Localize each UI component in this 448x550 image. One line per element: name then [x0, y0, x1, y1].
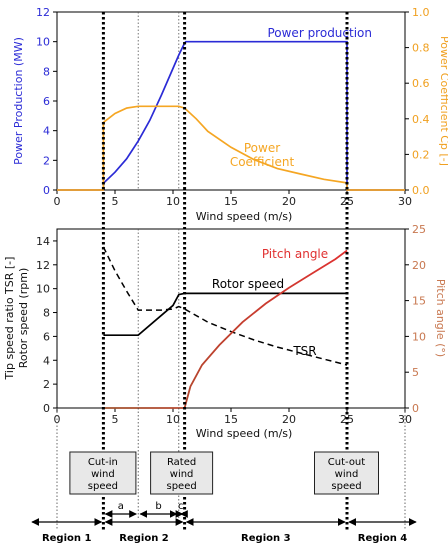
annotation-box — [150, 451, 214, 495]
y-left-axis-label: Tip speed ratio TSR [-] — [3, 257, 16, 381]
region-label: Region 4 — [358, 533, 408, 544]
annotation-box-text: wind — [170, 469, 194, 480]
power-chart: 0 5 10 15 20 25 30 0 2 4 6 8 10 12 0.0 0.2 0.4 0.6 0.8 1.0 P… — [12, 6, 448, 223]
x-tick-label: 30 — [398, 195, 412, 208]
y-left-tick-label: 0 — [43, 402, 50, 415]
region-label: Region 1 — [42, 533, 92, 544]
annotation-box-text: speed — [88, 481, 118, 492]
y-left-tick-label: 10 — [36, 36, 50, 49]
tsr-label: TSR — [292, 344, 316, 358]
y-left-tick-label: 2 — [43, 154, 50, 167]
subregion-label: a — [118, 501, 124, 512]
y-left-tick-label: 8 — [43, 65, 50, 78]
y-right-axis-label: Power Coefficient Cp [-] — [438, 36, 448, 166]
annotation-box-text: Rated — [167, 457, 196, 468]
y-right-tick-label: 10 — [412, 330, 426, 343]
x-tick-label: 10 — [166, 413, 180, 426]
y-left-tick-label: 4 — [43, 125, 50, 138]
x-tick-label: 10 — [166, 195, 180, 208]
x-tick-label: 20 — [282, 195, 296, 208]
power-coefficient-label: Coefficient — [230, 155, 295, 169]
annotation-box-text: Cut-in — [88, 457, 118, 468]
y-right-tick-label: 25 — [412, 223, 426, 236]
annotation-box-text: Cut-out — [328, 457, 365, 468]
pitch-angle-line — [103, 249, 348, 409]
power-coefficient-label: Power — [244, 141, 280, 155]
y-right-tick-label: 0.4 — [412, 113, 430, 126]
y-right-axis-label: Pitch angle (°) — [434, 279, 447, 357]
region-label: Region 2 — [119, 533, 169, 544]
y-left-tick-label: 12 — [36, 6, 50, 19]
y-right-tick-label: 0.2 — [412, 148, 430, 161]
power-production-line — [57, 40, 405, 191]
y-left-tick-label: 0 — [43, 184, 50, 197]
y-left-tick-label: 6 — [43, 330, 50, 343]
y-left-tick-label: 14 — [36, 235, 50, 248]
subregion-label: b — [155, 501, 161, 512]
x-axis-label: Wind speed (m/s) — [196, 427, 293, 440]
regions-diagram: Cut-inwindspeedRatedwindspeedCut-outwind… — [31, 12, 417, 544]
rotor-pitch-chart: 051015202530024681012140510152025Pitch a… — [3, 223, 447, 440]
y-right-tick-label: 15 — [412, 295, 426, 308]
y-right-tick-label: 5 — [412, 366, 419, 379]
y-right-tick-label: 0.0 — [412, 184, 430, 197]
x-axis-label: Wind speed (m/s) — [196, 210, 293, 223]
y-left-tick-label: 10 — [36, 283, 50, 296]
annotation-box-text: wind — [91, 469, 115, 480]
x-tick-label: 15 — [224, 195, 238, 208]
y-left-tick-label: 8 — [43, 307, 50, 320]
x-tick-label: 15 — [224, 413, 238, 426]
x-tick-label: 5 — [112, 195, 119, 208]
pitch-angle-label: Pitch angle — [262, 247, 328, 261]
y-right-tick-label: 0 — [412, 402, 419, 415]
rotor-speed-label: Rotor speed — [212, 277, 284, 291]
power-production-label: Power production — [267, 26, 372, 40]
annotation-box-text: wind — [335, 469, 359, 480]
x-tick-label: 25 — [340, 195, 354, 208]
annotation-box — [314, 451, 379, 495]
y-left-tick-label: 6 — [43, 95, 50, 108]
y-right-tick-label: 0.8 — [412, 42, 430, 55]
x-tick-label: 20 — [282, 413, 296, 426]
x-tick-label: 0 — [54, 195, 61, 208]
x-tick-label: 5 — [112, 413, 119, 426]
y-right-tick-label: 0.6 — [412, 77, 430, 90]
y-left-tick-label: 4 — [43, 354, 50, 367]
annotation-box — [69, 451, 137, 495]
y-left-axis-label: Power Production (MW) — [12, 37, 25, 165]
region-label: Region 3 — [241, 533, 291, 544]
plot-frame — [56, 228, 406, 409]
y-right-tick-label: 1.0 — [412, 6, 430, 19]
y-left-axis-label: Rotor speed (rpm) — [17, 268, 30, 368]
subregion-label: c — [178, 501, 184, 512]
annotation-box-text: speed — [331, 481, 361, 492]
y-right-tick-label: 20 — [412, 259, 426, 272]
y-left-tick-label: 2 — [43, 378, 50, 391]
y-left-tick-label: 12 — [36, 259, 50, 272]
tsr-line — [102, 246, 348, 366]
annotation-box-text: speed — [166, 481, 196, 492]
rotor-speed-line — [103, 292, 347, 337]
